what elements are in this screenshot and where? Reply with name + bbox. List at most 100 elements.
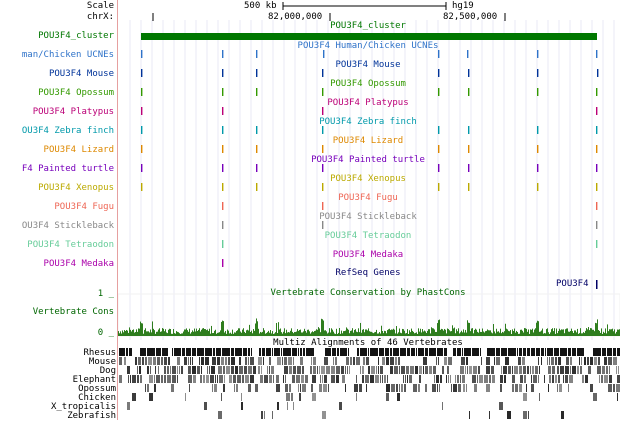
cons-bar	[489, 330, 490, 336]
alignment-block	[530, 366, 531, 374]
cons-bar	[513, 330, 514, 336]
alignment-block	[444, 357, 447, 365]
multiz-species-mouse[interactable]: Mouse	[88, 357, 116, 367]
alignment-block	[458, 384, 461, 392]
alignment-block	[289, 384, 291, 392]
cons-bar	[368, 328, 369, 336]
track-label-fugu[interactable]: POU3F4 Fugu	[54, 202, 114, 212]
alignment-block	[284, 357, 287, 365]
alignment-block	[300, 384, 301, 392]
alignment-block	[276, 384, 280, 392]
track-label-cluster[interactable]: POU3F4_cluster	[38, 31, 114, 41]
alignment-block	[221, 357, 224, 365]
track-label-lizard[interactable]: POU3F4 Lizard	[43, 145, 114, 155]
cons-bar	[144, 329, 145, 336]
gene-label-pou3f4[interactable]: POU3F4	[556, 279, 589, 289]
alignment-block	[557, 384, 558, 392]
track-label-opossum[interactable]: POU3F4 Opossum	[38, 88, 114, 98]
cons-bar	[449, 330, 450, 336]
track-label-human-chicken[interactable]: man/Chicken UCNEs	[21, 50, 114, 60]
cons-bar	[523, 332, 524, 336]
track-label-platypus[interactable]: POU3F4 Platypus	[32, 107, 114, 117]
track-label-conservation[interactable]: Vertebrate Cons	[32, 307, 114, 317]
alignment-block	[599, 375, 600, 383]
multiz-species-elephant[interactable]: Elephant	[72, 375, 116, 385]
alignment-block	[250, 375, 254, 383]
alignment-block	[473, 366, 477, 374]
cons-bar	[329, 328, 330, 336]
multiz-species-dog[interactable]: Dog	[99, 366, 116, 376]
cons-bar	[503, 332, 504, 336]
alignment-block	[226, 366, 230, 374]
cons-bar	[482, 328, 483, 336]
cons-bar	[414, 333, 415, 336]
cons-bar	[279, 329, 280, 336]
cons-bar	[132, 329, 133, 336]
cons-bar	[586, 328, 587, 336]
alignment-block	[460, 366, 464, 374]
cons-bar	[440, 329, 441, 336]
track-label-xenopus[interactable]: POU3F4 Xenopus	[38, 183, 114, 193]
alignment-block	[322, 411, 326, 419]
multiz-species-opossum[interactable]: Opossum	[78, 384, 116, 394]
multiz-species-rhesus[interactable]: Rhesus	[83, 348, 116, 358]
ucne-element	[222, 145, 224, 153]
multiz-species-zebrafish[interactable]: Zebrafish	[67, 411, 116, 421]
ucne-element	[537, 183, 539, 191]
alignment-block	[197, 366, 200, 374]
alignment-block	[305, 375, 308, 383]
cons-bar	[219, 332, 220, 336]
track-label-zebra-finch[interactable]: OU3F4 Zebra finch	[21, 126, 114, 136]
alignment-block	[284, 366, 288, 374]
alignment-block	[387, 375, 388, 383]
cons-bar	[437, 323, 438, 336]
alignment-block	[429, 348, 436, 356]
alignment-block	[149, 393, 153, 401]
alignment-block	[425, 384, 427, 392]
alignment-block	[346, 357, 349, 365]
track-title-stickleback: POU3F4 Stickleback	[319, 212, 417, 222]
cons-bar	[377, 333, 378, 336]
track-label-stickleback[interactable]: OU3F4 Stickleback	[21, 221, 114, 231]
alignment-block	[277, 357, 281, 365]
alignment-block	[395, 357, 397, 365]
alignment-block	[319, 366, 320, 374]
multiz-species-chicken[interactable]: Chicken	[78, 393, 116, 403]
alignment-block	[225, 357, 227, 365]
track-label-tetraodon[interactable]: POU3F4 Tetraodon	[27, 240, 114, 250]
cons-bar	[580, 328, 581, 336]
cons-bar	[485, 331, 486, 336]
alignment-block	[149, 375, 153, 383]
cons-bar	[245, 333, 246, 336]
cons-bar	[463, 329, 464, 336]
multiz-species-xtropicalis[interactable]: X_tropicalis	[50, 402, 116, 412]
alignment-block	[382, 375, 383, 383]
alignment-block	[560, 366, 564, 374]
alignment-block	[356, 393, 357, 401]
cons-bar	[252, 333, 253, 336]
alignment-block	[199, 357, 200, 365]
alignment-block	[302, 366, 304, 374]
alignment-block	[538, 375, 539, 383]
track-label-mouse[interactable]: POU3F4 Mouse	[48, 69, 114, 79]
cons-bar	[162, 328, 163, 336]
alignment-block	[325, 348, 331, 356]
alignment-block	[311, 357, 312, 365]
alignment-block	[205, 348, 212, 356]
cons-bar	[121, 333, 122, 336]
alignment-block	[217, 357, 220, 365]
cons-bar	[399, 328, 400, 336]
cons-bar	[167, 333, 168, 336]
cons-bar	[519, 333, 520, 336]
track-label-painted-turtle[interactable]: F4 Painted turtle	[21, 164, 114, 174]
alignment-block	[235, 366, 238, 374]
track-label-medaka[interactable]: POU3F4 Medaka	[43, 259, 114, 269]
cons-bar	[434, 329, 435, 336]
cons-bar	[263, 328, 264, 336]
alignment-block	[432, 384, 436, 392]
alignment-block	[446, 375, 447, 383]
alignment-block	[436, 357, 437, 365]
alignment-block	[541, 348, 544, 356]
